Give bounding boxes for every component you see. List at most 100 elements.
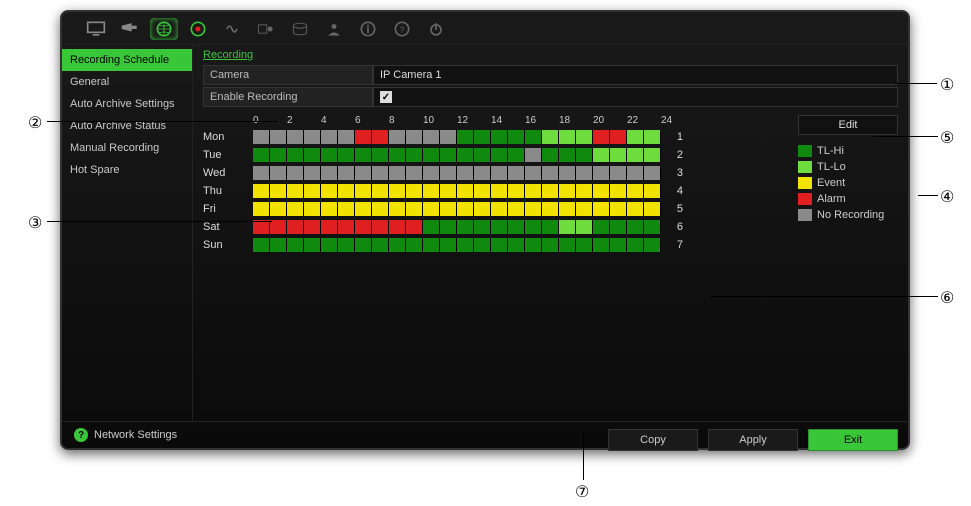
camera-icon[interactable] bbox=[116, 18, 144, 40]
schedule-cell[interactable] bbox=[576, 202, 593, 216]
schedule-cell[interactable] bbox=[338, 184, 355, 198]
schedule-cell[interactable] bbox=[457, 166, 474, 180]
audio-icon[interactable] bbox=[218, 18, 246, 40]
schedule-cell[interactable] bbox=[457, 238, 474, 252]
schedule-cell[interactable] bbox=[389, 166, 406, 180]
schedule-cell[interactable] bbox=[457, 202, 474, 216]
schedule-cell[interactable] bbox=[389, 148, 406, 162]
schedule-cell[interactable] bbox=[525, 220, 542, 234]
schedule-cell[interactable] bbox=[440, 202, 457, 216]
schedule-cell[interactable] bbox=[440, 130, 457, 144]
schedule-cell[interactable] bbox=[406, 130, 423, 144]
schedule-cell[interactable] bbox=[270, 202, 287, 216]
sidebar-item-hot-spare[interactable]: Hot Spare bbox=[62, 159, 192, 181]
schedule-cell[interactable] bbox=[525, 148, 542, 162]
schedule-cell[interactable] bbox=[338, 238, 355, 252]
schedule-cell[interactable] bbox=[406, 238, 423, 252]
schedule-cell[interactable] bbox=[423, 184, 440, 198]
schedule-cell[interactable] bbox=[287, 184, 304, 198]
schedule-cell[interactable] bbox=[491, 238, 508, 252]
schedule-cell[interactable] bbox=[542, 238, 559, 252]
schedule-cell[interactable] bbox=[542, 184, 559, 198]
schedule-cell[interactable] bbox=[338, 148, 355, 162]
user-icon[interactable] bbox=[320, 18, 348, 40]
schedule-cell[interactable] bbox=[644, 184, 661, 198]
camera-select[interactable]: IP Camera 1 bbox=[373, 65, 898, 85]
schedule-cell[interactable] bbox=[253, 238, 270, 252]
schedule-cell[interactable] bbox=[542, 166, 559, 180]
schedule-cell[interactable] bbox=[644, 238, 661, 252]
schedule-cell[interactable] bbox=[389, 238, 406, 252]
schedule-cell[interactable] bbox=[491, 184, 508, 198]
schedule-cell[interactable] bbox=[576, 238, 593, 252]
schedule-cell[interactable] bbox=[253, 130, 270, 144]
schedule-cell[interactable] bbox=[491, 220, 508, 234]
schedule-cell[interactable] bbox=[287, 220, 304, 234]
schedule-cell[interactable] bbox=[372, 202, 389, 216]
schedule-cell[interactable] bbox=[491, 166, 508, 180]
schedule-cell[interactable] bbox=[525, 130, 542, 144]
schedule-cell[interactable] bbox=[474, 166, 491, 180]
schedule-cell[interactable] bbox=[440, 184, 457, 198]
schedule-cell[interactable] bbox=[355, 238, 372, 252]
schedule-cell[interactable] bbox=[338, 166, 355, 180]
schedule-cell[interactable] bbox=[457, 130, 474, 144]
schedule-cell[interactable] bbox=[372, 184, 389, 198]
schedule-cell[interactable] bbox=[270, 148, 287, 162]
schedule-cell[interactable] bbox=[508, 166, 525, 180]
schedule-cell[interactable] bbox=[321, 220, 338, 234]
schedule-cell[interactable] bbox=[627, 220, 644, 234]
schedule-cell[interactable] bbox=[338, 130, 355, 144]
schedule-cell[interactable] bbox=[423, 130, 440, 144]
schedule-cell[interactable] bbox=[559, 184, 576, 198]
schedule-cell[interactable] bbox=[270, 130, 287, 144]
schedule-cell[interactable] bbox=[406, 184, 423, 198]
schedule-cell[interactable] bbox=[389, 130, 406, 144]
schedule-cell[interactable] bbox=[559, 220, 576, 234]
schedule-cell[interactable] bbox=[423, 238, 440, 252]
schedule-cell[interactable] bbox=[627, 148, 644, 162]
schedule-cell[interactable] bbox=[593, 130, 610, 144]
schedule-cell[interactable] bbox=[593, 184, 610, 198]
schedule-cell[interactable] bbox=[270, 238, 287, 252]
schedule-cell[interactable] bbox=[355, 148, 372, 162]
schedule-cell[interactable] bbox=[525, 202, 542, 216]
schedule-cell[interactable] bbox=[610, 148, 627, 162]
schedule-cell[interactable] bbox=[423, 166, 440, 180]
schedule-cell[interactable] bbox=[610, 166, 627, 180]
schedule-cell[interactable] bbox=[644, 202, 661, 216]
schedule-cell[interactable] bbox=[253, 184, 270, 198]
schedule-cell[interactable] bbox=[474, 148, 491, 162]
schedule-cell[interactable] bbox=[287, 130, 304, 144]
schedule-cell[interactable] bbox=[508, 238, 525, 252]
schedule-cell[interactable] bbox=[525, 184, 542, 198]
schedule-cell[interactable] bbox=[372, 220, 389, 234]
tab-recording[interactable]: Recording bbox=[203, 49, 253, 61]
schedule-cell[interactable] bbox=[542, 148, 559, 162]
schedule-cell[interactable] bbox=[576, 220, 593, 234]
schedule-cell[interactable] bbox=[355, 220, 372, 234]
schedule-cell[interactable] bbox=[440, 238, 457, 252]
schedule-cell[interactable] bbox=[457, 220, 474, 234]
schedule-cell[interactable] bbox=[304, 166, 321, 180]
schedule-cell[interactable] bbox=[321, 130, 338, 144]
schedule-cell[interactable] bbox=[610, 202, 627, 216]
schedule-cell[interactable] bbox=[627, 238, 644, 252]
schedule-cell[interactable] bbox=[559, 238, 576, 252]
schedule-cell[interactable] bbox=[644, 166, 661, 180]
schedule-cell[interactable] bbox=[423, 202, 440, 216]
schedule-cell[interactable] bbox=[610, 238, 627, 252]
config-icon[interactable] bbox=[252, 18, 280, 40]
edit-button[interactable]: Edit bbox=[798, 115, 898, 135]
schedule-cell[interactable] bbox=[406, 202, 423, 216]
schedule-cell[interactable] bbox=[287, 202, 304, 216]
schedule-cell[interactable] bbox=[338, 202, 355, 216]
schedule-cell[interactable] bbox=[253, 166, 270, 180]
schedule-cell[interactable] bbox=[508, 130, 525, 144]
schedule-cell[interactable] bbox=[610, 130, 627, 144]
schedule-cell[interactable] bbox=[474, 184, 491, 198]
schedule-cell[interactable] bbox=[559, 202, 576, 216]
schedule-cell[interactable] bbox=[304, 184, 321, 198]
schedule-cell[interactable] bbox=[627, 166, 644, 180]
schedule-cell[interactable] bbox=[389, 184, 406, 198]
